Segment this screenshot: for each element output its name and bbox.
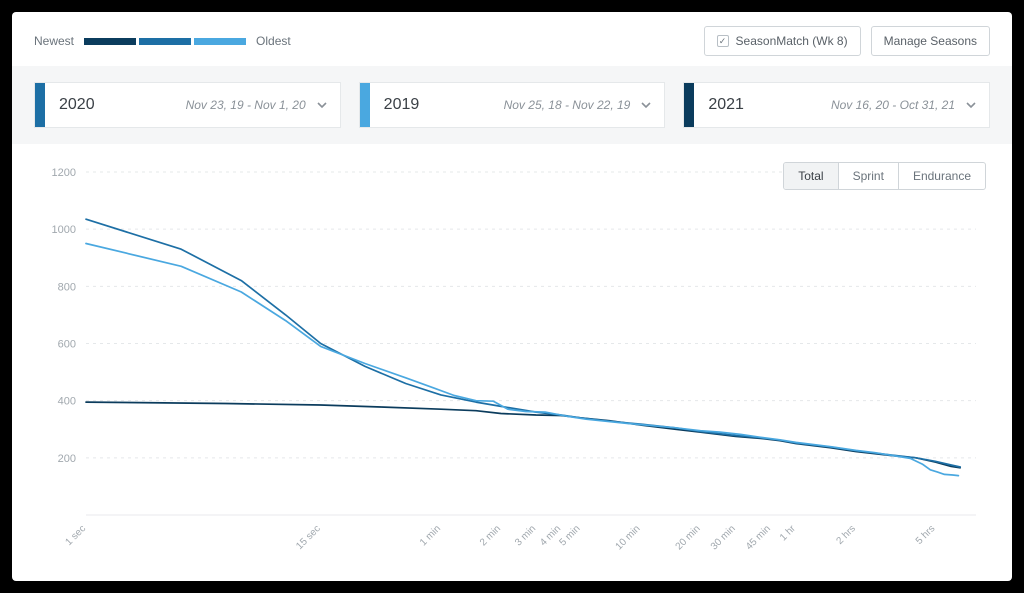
age-legend: Newest Oldest bbox=[34, 34, 291, 48]
chevron-down-icon bbox=[965, 99, 977, 111]
svg-text:1 hr: 1 hr bbox=[778, 523, 798, 543]
season-range-1: Nov 25, 18 - Nov 22, 19 bbox=[504, 98, 631, 112]
svg-text:1 sec: 1 sec bbox=[63, 523, 88, 548]
app-frame: Newest Oldest ✓ SeasonMatch (Wk 8) Manag… bbox=[12, 12, 1012, 581]
season-range-wrap-0: Nov 23, 19 - Nov 1, 20 bbox=[186, 98, 328, 112]
mode-endurance[interactable]: Endurance bbox=[899, 163, 985, 189]
legend-newest-label: Newest bbox=[34, 34, 74, 48]
season-range-2: Nov 16, 20 - Oct 31, 21 bbox=[831, 98, 955, 112]
mode-total[interactable]: Total bbox=[784, 163, 838, 189]
svg-text:5 hrs: 5 hrs bbox=[914, 523, 938, 547]
svg-text:4 min: 4 min bbox=[538, 523, 563, 548]
mode-sprint[interactable]: Sprint bbox=[839, 163, 899, 189]
svg-text:800: 800 bbox=[58, 281, 76, 293]
topbar: Newest Oldest ✓ SeasonMatch (Wk 8) Manag… bbox=[12, 12, 1012, 66]
legend-swatch-0 bbox=[84, 38, 136, 45]
season-year-1: 2019 bbox=[384, 96, 420, 114]
seasonmatch-label: SeasonMatch (Wk 8) bbox=[736, 34, 848, 48]
svg-text:1000: 1000 bbox=[52, 224, 76, 236]
legend-swatches bbox=[84, 38, 246, 45]
season-year-2: 2021 bbox=[708, 96, 744, 114]
svg-text:2 min: 2 min bbox=[478, 523, 503, 548]
svg-text:15 sec: 15 sec bbox=[294, 523, 323, 552]
seasonmatch-toggle[interactable]: ✓ SeasonMatch (Wk 8) bbox=[704, 26, 861, 56]
svg-text:20 min: 20 min bbox=[674, 523, 703, 552]
chevron-down-icon bbox=[640, 99, 652, 111]
svg-text:10 min: 10 min bbox=[614, 523, 643, 552]
power-duration-chart: 200 400 600 800 1000 1200 1 sec 15 sec 1 min 2 mi… bbox=[34, 154, 990, 573]
manage-seasons-label: Manage Seasons bbox=[884, 34, 977, 48]
chevron-down-icon bbox=[316, 99, 328, 111]
svg-text:1200: 1200 bbox=[52, 167, 76, 179]
season-body-2: 2021 Nov 16, 20 - Oct 31, 21 bbox=[694, 83, 989, 127]
season-range-wrap-2: Nov 16, 20 - Oct 31, 21 bbox=[831, 98, 977, 112]
svg-text:3 min: 3 min bbox=[513, 523, 538, 548]
topbar-actions: ✓ SeasonMatch (Wk 8) Manage Seasons bbox=[704, 26, 990, 56]
legend-swatch-2 bbox=[194, 38, 246, 45]
season-card-2[interactable]: 2021 Nov 16, 20 - Oct 31, 21 bbox=[683, 82, 990, 128]
season-bar-2 bbox=[684, 83, 694, 127]
season-bar-0 bbox=[35, 83, 45, 127]
svg-text:600: 600 bbox=[58, 339, 76, 351]
season-strip: 2020 Nov 23, 19 - Nov 1, 20 2019 Nov 25,… bbox=[12, 66, 1012, 144]
svg-text:45 min: 45 min bbox=[744, 523, 773, 552]
svg-text:400: 400 bbox=[58, 396, 76, 408]
season-year-0: 2020 bbox=[59, 96, 95, 114]
season-card-1[interactable]: 2019 Nov 25, 18 - Nov 22, 19 bbox=[359, 82, 666, 128]
season-body-0: 2020 Nov 23, 19 - Nov 1, 20 bbox=[45, 83, 340, 127]
legend-swatch-1 bbox=[139, 38, 191, 45]
svg-text:30 min: 30 min bbox=[709, 523, 738, 552]
season-body-1: 2019 Nov 25, 18 - Nov 22, 19 bbox=[370, 83, 665, 127]
manage-seasons-button[interactable]: Manage Seasons bbox=[871, 26, 990, 56]
season-card-0[interactable]: 2020 Nov 23, 19 - Nov 1, 20 bbox=[34, 82, 341, 128]
season-bar-1 bbox=[360, 83, 370, 127]
chart-area: Total Sprint Endurance 200 400 600 800 1000 1… bbox=[12, 144, 1012, 581]
chart-svg: 200 400 600 800 1000 1200 1 sec 15 sec 1 min 2 mi… bbox=[34, 154, 990, 573]
season-range-0: Nov 23, 19 - Nov 1, 20 bbox=[186, 98, 306, 112]
legend-oldest-label: Oldest bbox=[256, 34, 291, 48]
check-icon: ✓ bbox=[717, 35, 729, 47]
svg-text:200: 200 bbox=[58, 453, 76, 465]
svg-text:5 min: 5 min bbox=[557, 523, 582, 548]
svg-text:1 min: 1 min bbox=[418, 523, 443, 548]
svg-text:2 hrs: 2 hrs bbox=[834, 523, 858, 547]
season-range-wrap-1: Nov 25, 18 - Nov 22, 19 bbox=[504, 98, 653, 112]
mode-toggle: Total Sprint Endurance bbox=[783, 162, 986, 190]
